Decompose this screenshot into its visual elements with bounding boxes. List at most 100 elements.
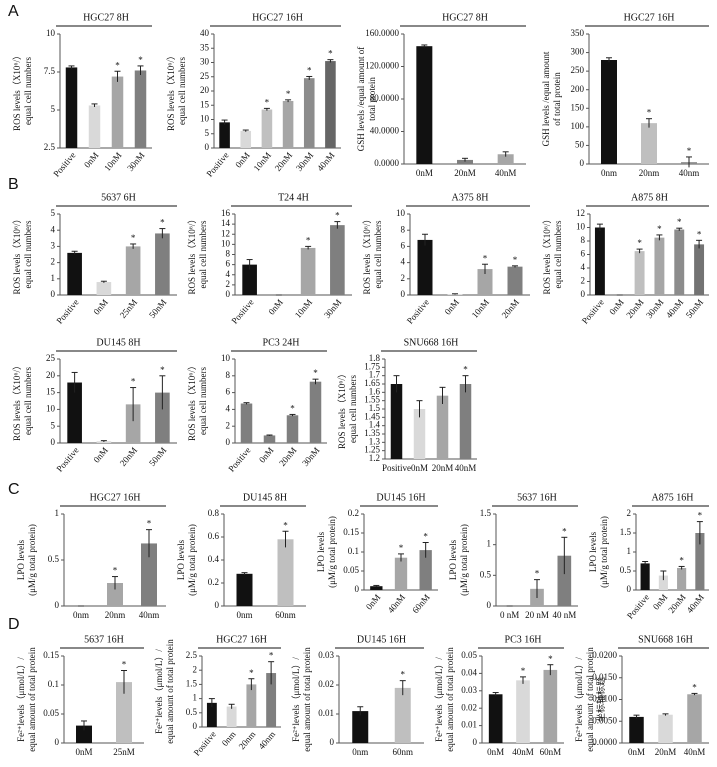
significance-mark: * xyxy=(657,224,662,234)
x-tick-label: 40nm xyxy=(679,168,700,178)
y-tick-label: 0 xyxy=(627,584,632,594)
bar xyxy=(309,381,322,443)
significance-mark: * xyxy=(535,569,540,579)
y-axis-label: equal amount of total protein xyxy=(165,639,175,744)
y-tick-label: 10 xyxy=(221,353,231,363)
y-tick-label: 0.0200 xyxy=(592,650,617,660)
chart-panel: A875 16H LPO levels (μM/g total protein) 0 0… xyxy=(588,492,709,621)
y-tick-label: 8 xyxy=(581,235,586,245)
y-tick-label: 0.01 xyxy=(318,708,334,718)
significance-mark: * xyxy=(328,49,333,59)
x-tick-label: 40nM xyxy=(315,150,336,173)
bar xyxy=(300,247,316,295)
bar xyxy=(658,575,668,590)
y-axis-label: LPO levels xyxy=(176,539,186,580)
y-tick-label: 40.0000 xyxy=(370,126,400,136)
x-tick-label: 20nm xyxy=(237,729,258,751)
y-axis-label: ROS levels（X10⁶/） xyxy=(362,215,372,295)
y-tick-label: 0.0100 xyxy=(592,694,617,704)
x-tick-label: 10nM xyxy=(470,297,491,320)
significance-mark: * xyxy=(692,682,697,692)
bar xyxy=(226,706,237,727)
y-tick-label: 160.0000 xyxy=(365,28,399,38)
x-tick-label: 40nM xyxy=(495,168,517,178)
y-tick-label: 100 xyxy=(571,121,585,131)
y-tick-label: 8 xyxy=(226,249,231,259)
significance-mark: * xyxy=(313,368,318,378)
y-axis-label: equal amount of total protein xyxy=(27,647,37,752)
bar xyxy=(286,415,299,443)
chart-title: HGC27 8H xyxy=(442,12,488,23)
y-axis-label: equal cell numbers xyxy=(23,220,33,288)
y-tick-label: 2.5 xyxy=(186,650,198,660)
chart-title: SNU668 16H xyxy=(638,634,693,645)
x-tick-label: 0nM xyxy=(628,747,645,757)
x-tick-label: Positive xyxy=(204,150,230,179)
bar xyxy=(236,573,253,606)
y-tick-label: 0.0000 xyxy=(592,737,617,747)
y-tick-label: 20 xyxy=(46,370,56,380)
x-tick-label: 0nm xyxy=(220,729,238,748)
bar xyxy=(155,392,170,443)
x-tick-label: 40nM xyxy=(455,463,477,473)
bar xyxy=(282,100,294,148)
x-tick-label: Positive xyxy=(625,592,651,621)
y-tick-label: 1.65 xyxy=(364,378,380,388)
chart-title: DU145 8H xyxy=(243,492,287,503)
chart-panel: T24 4H ROS levels（X10⁶/） equal cell number… xyxy=(187,192,352,326)
x-tick-label: 20nM xyxy=(624,297,645,320)
x-tick-label: 40nM xyxy=(684,592,705,615)
y-tick-label: 0 xyxy=(581,289,586,299)
y-tick-label: 0 xyxy=(205,142,210,152)
y-axis-label: equal amount of total protein xyxy=(445,647,455,752)
bar xyxy=(206,702,217,727)
bar xyxy=(459,384,472,459)
x-tick-label: 50nM xyxy=(147,445,168,468)
y-axis-label: LPO levels xyxy=(588,531,598,572)
y-axis-label: LPO levels xyxy=(316,531,326,572)
chart-title: DU145 8H xyxy=(96,337,140,348)
y-tick-label: 0 xyxy=(193,721,198,731)
significance-mark: * xyxy=(160,218,165,228)
y-tick-label: 2 xyxy=(226,279,231,289)
chart-panel: DU145 8H LPO levels (μM/g total protein) 0 0… xyxy=(176,492,306,620)
y-tick-label: 5 xyxy=(51,208,56,218)
bar xyxy=(125,404,141,443)
x-tick-label: 40nM xyxy=(512,747,534,757)
bar xyxy=(654,237,665,295)
bar xyxy=(96,441,112,443)
bar xyxy=(107,583,123,606)
bar xyxy=(557,555,572,606)
bar xyxy=(594,227,605,295)
y-tick-label: 0.04 xyxy=(461,667,477,677)
bar xyxy=(641,123,657,164)
significance-mark: * xyxy=(513,255,518,265)
y-axis-label: equal cell numbers xyxy=(553,220,563,288)
chart-title: A375 8H xyxy=(452,192,489,203)
bar xyxy=(640,563,650,590)
y-tick-label: 1.6 xyxy=(369,386,381,396)
bar xyxy=(261,109,273,148)
y-tick-label: 1.35 xyxy=(364,428,380,438)
chart-title: DU145 16H xyxy=(376,492,425,503)
x-tick-label: 0nM xyxy=(91,297,110,316)
y-axis-label: GSH levels /equal amount of xyxy=(356,47,366,151)
chart-panel: SNU668 16H Fe²⁺levels（μmol/L）/equal amoun… xyxy=(574,634,709,757)
x-tick-label: 0nM xyxy=(416,168,433,178)
y-tick-label: 10 xyxy=(46,28,56,38)
y-tick-label: 2 xyxy=(581,276,586,286)
bar xyxy=(497,154,514,164)
bar xyxy=(658,714,673,743)
y-tick-label: 10 xyxy=(221,238,231,248)
bar xyxy=(390,384,403,459)
chart-title: PC3 24H xyxy=(263,337,300,348)
y-tick-label: 1.45 xyxy=(364,411,380,421)
y-tick-label: 4 xyxy=(226,403,231,413)
y-tick-label: 0.1 xyxy=(348,546,359,556)
y-tick-label: 1 xyxy=(193,693,198,703)
significance-mark: * xyxy=(286,89,291,99)
y-tick-label: 1.55 xyxy=(364,395,380,405)
y-tick-label: 2.5 xyxy=(44,142,56,152)
x-tick-label: 20nM xyxy=(500,297,521,320)
